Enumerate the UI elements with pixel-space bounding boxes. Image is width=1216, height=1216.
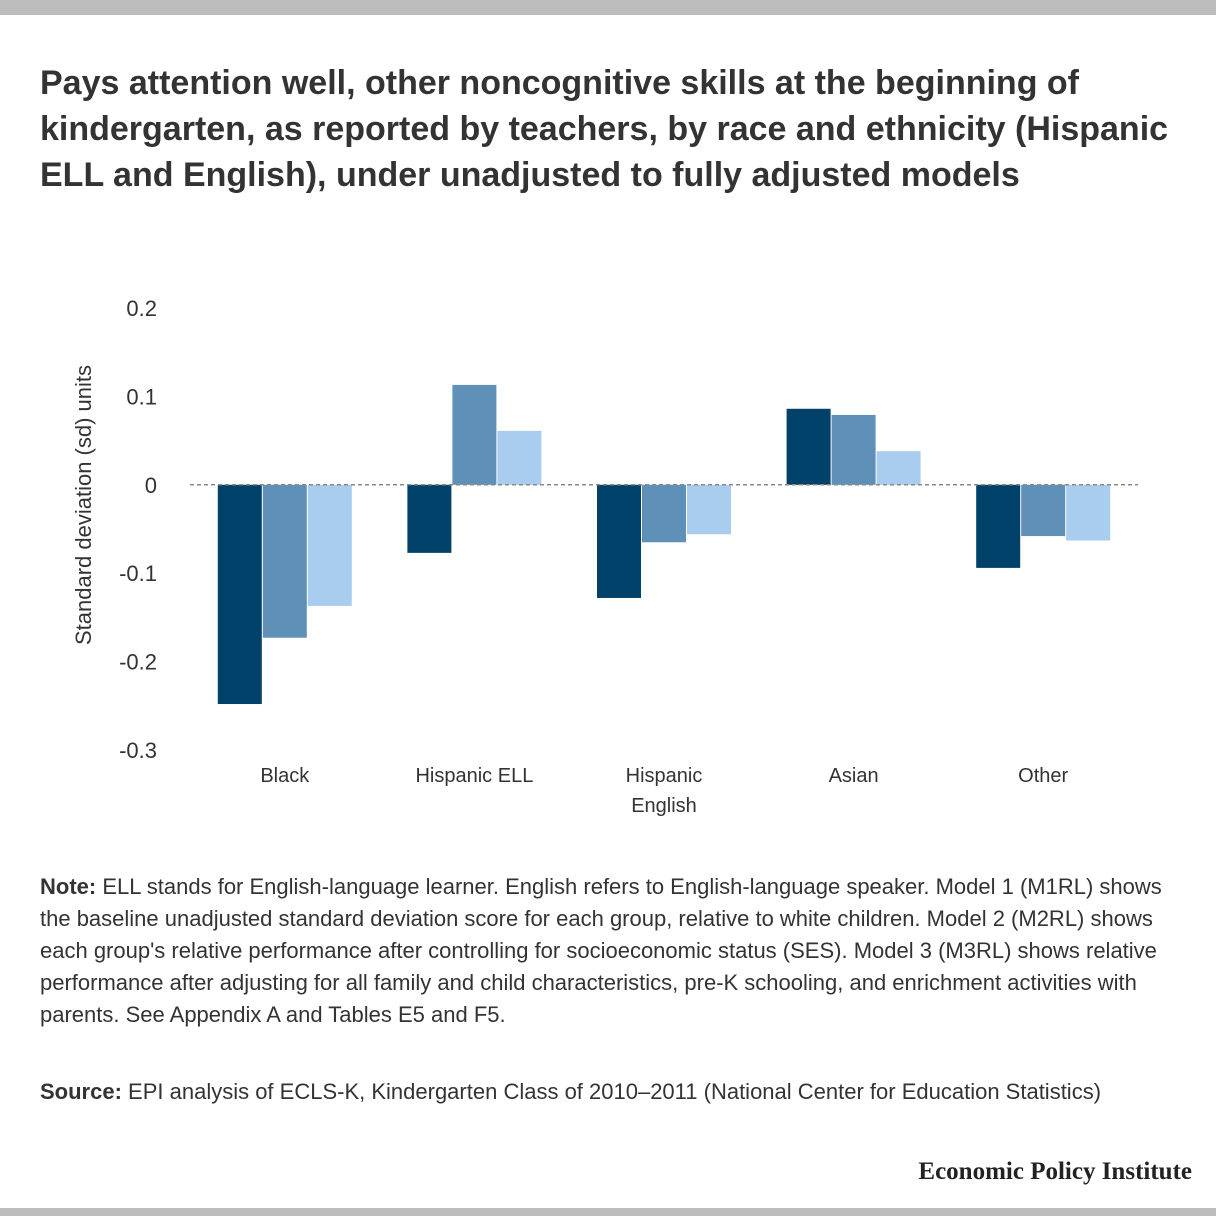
bar [976,484,1021,568]
y-tick-label: 0.2 [126,296,157,321]
source-text: EPI analysis of ECLS-K, Kindergarten Cla… [121,1079,1102,1104]
bar [217,484,262,705]
bar [831,414,876,485]
bar [876,451,921,485]
x-tick-label: Black [260,765,310,787]
bar [497,430,542,485]
chart-title: Pays attention well, other noncognitive … [40,64,1169,194]
top-border [0,0,1216,15]
bar [307,484,352,606]
x-tick-label: Hispanic ELL [415,765,533,787]
bar [407,484,452,553]
y-tick-label: 0.1 [126,384,157,409]
bar [642,484,686,543]
x-tick-label: Other [1018,765,1068,787]
chart-source: Source: EPI analysis of ECLS-K, Kinderga… [40,1076,1180,1108]
bar [786,408,831,485]
note-text: ELL stands for English-language learner.… [40,874,1162,1027]
bottom-border [0,1208,1216,1216]
y-tick-label: -0.2 [119,650,157,675]
y-axis-title: Standard deviation (sd) units [71,365,96,645]
x-tick-label: English [631,795,697,817]
y-tick-label: -0.1 [119,561,157,586]
bar [262,484,307,638]
bar [452,384,497,485]
source-lead: Source: [40,1079,122,1104]
y-tick-label: -0.3 [119,738,157,763]
bar [687,484,731,535]
bar [597,484,641,598]
bar [1066,484,1111,541]
note-lead: Note: [40,874,97,899]
chart-note: Note: ELL stands for English-language le… [40,871,1180,1031]
publisher-logo: Economic Policy Institute [918,1158,1192,1185]
bar-chart: 0.2 0.1 0 -0.1 -0.2 -0.3 Standard deviation (s… [71,296,1138,817]
x-tick-label: Asian [829,765,879,787]
bar [1021,484,1066,537]
y-tick-label: 0 [145,473,157,498]
x-tick-label: Hispanic [626,765,703,787]
